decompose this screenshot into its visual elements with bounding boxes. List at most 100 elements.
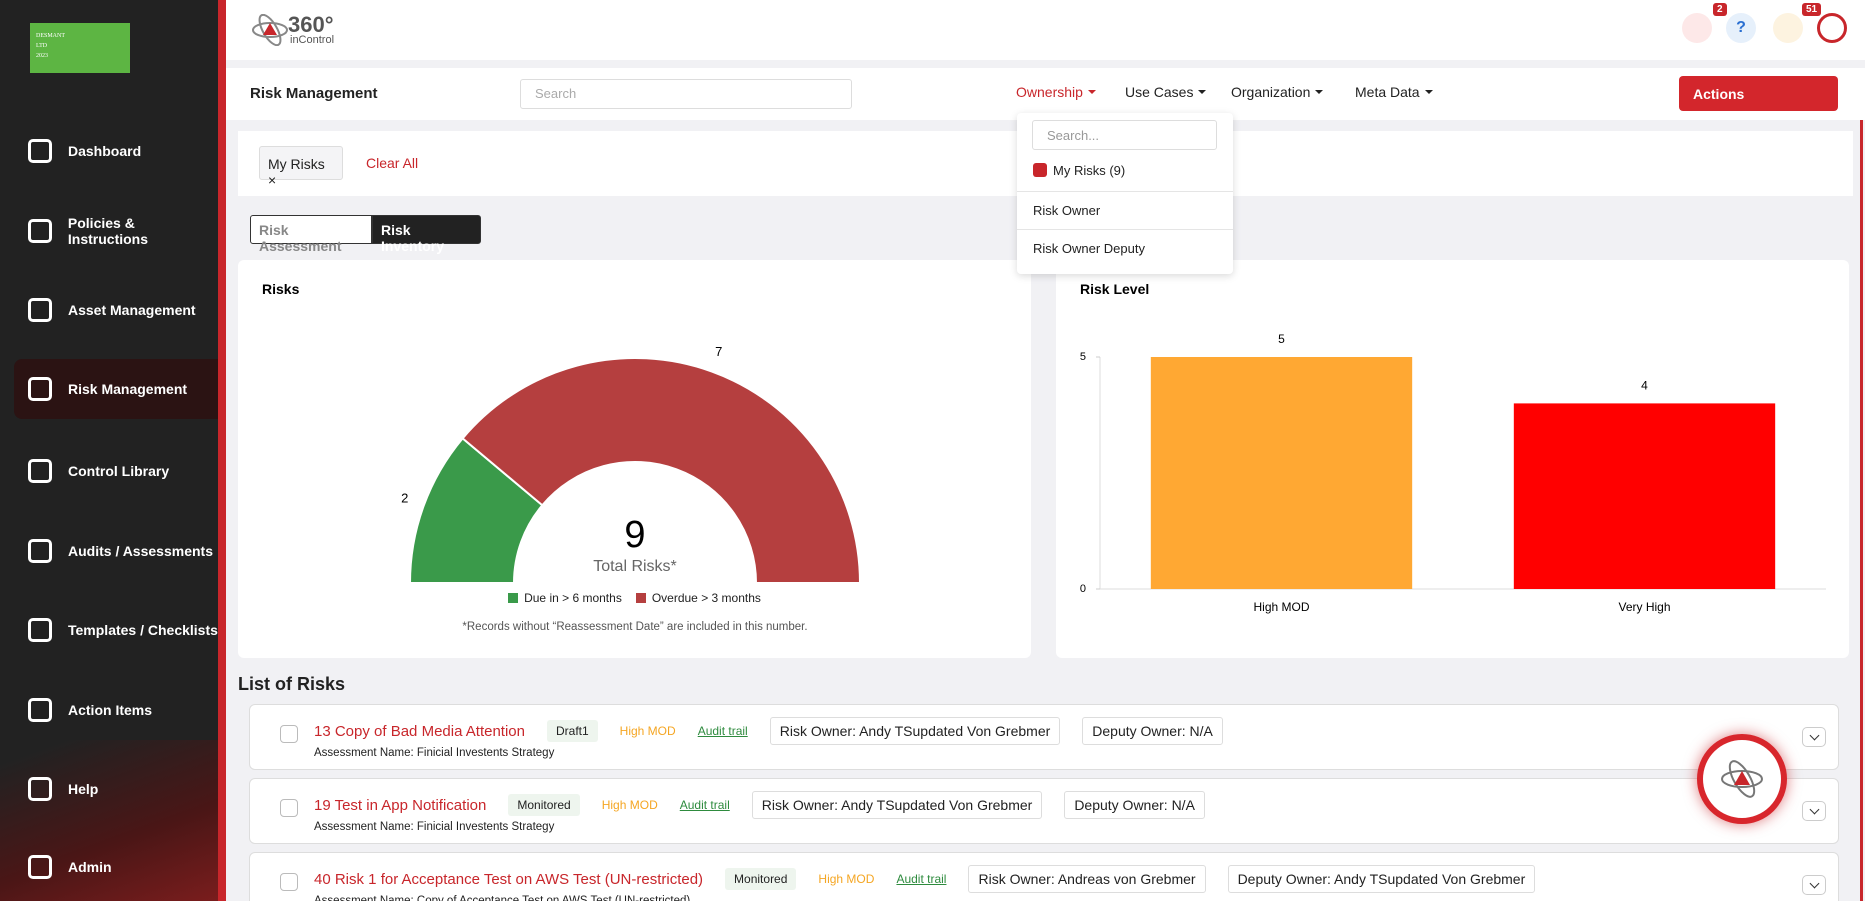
- send-button[interactable]: [1682, 13, 1712, 43]
- page-title: Risk Management: [250, 85, 378, 102]
- sidebar-edge: [218, 0, 226, 901]
- dropdown-search[interactable]: Search...: [1032, 120, 1217, 150]
- risk-owner: Risk Owner: Andy TSupdated Von Grebmer: [769, 717, 1061, 745]
- bar-chart: Risk Level 0 5 5 High MOD 4 Very High: [1080, 281, 1826, 614]
- risk-title[interactable]: 13 Copy of Bad Media Attention: [314, 722, 525, 740]
- sidebar: DESMANT LTD 2023 Dashboard Policies & Ins…: [0, 0, 218, 901]
- nav-item[interactable]: Action Items: [14, 680, 218, 740]
- nav-label: Risk Management: [68, 381, 188, 397]
- nav-item[interactable]: Templates / Checklists: [14, 600, 218, 660]
- actions-button[interactable]: Actions: [1679, 76, 1838, 111]
- audit-link[interactable]: Audit trail: [697, 724, 748, 738]
- y-tick-label: 0: [1080, 583, 1086, 595]
- help-button[interactable]: ?: [1726, 13, 1756, 43]
- risk-level: High MOD: [818, 872, 875, 886]
- deputy-owner: Deputy Owner: N/A: [1064, 791, 1205, 819]
- risk-level-card: Risk Level 0 5 5 High MOD 4 Very High: [1056, 260, 1849, 658]
- user-avatar[interactable]: [1817, 13, 1847, 43]
- risk-row: 13 Copy of Bad Media Attention Draft1 High…: [249, 704, 1839, 770]
- row-line: 13 Copy of Bad Media Attention Draft1 High…: [314, 717, 1223, 745]
- legend-label: Overdue > 3 months: [651, 591, 761, 605]
- row-checkbox[interactable]: [280, 873, 298, 891]
- row-checkbox[interactable]: [280, 799, 298, 817]
- tab-risk-inventory[interactable]: Risk Inventory: [372, 215, 481, 254]
- data-label: 4: [1641, 378, 1648, 392]
- gauge-segment: [461, 357, 862, 584]
- bar: [1150, 357, 1413, 589]
- deputy-owner: Deputy Owner: N/A: [1082, 717, 1223, 745]
- risk-owner: Risk Owner: Andreas von Grebmer: [968, 865, 1206, 893]
- status-badge: Monitored: [508, 794, 580, 816]
- nav-icon: [28, 855, 52, 879]
- center-value: 9: [624, 514, 645, 556]
- notifications-button[interactable]: [1773, 13, 1803, 43]
- risk-title[interactable]: 19 Test in App Notification: [314, 796, 487, 814]
- audit-link[interactable]: Audit trail: [679, 798, 730, 812]
- list-title: List of Risks: [238, 674, 346, 694]
- nav-item[interactable]: Dashboard: [14, 121, 218, 181]
- nav-label: Help: [68, 781, 99, 797]
- menu-meta-data[interactable]: Meta Data: [1355, 84, 1433, 100]
- clear-all[interactable]: Clear All: [366, 155, 419, 171]
- search-input[interactable]: Search: [520, 79, 852, 109]
- menu-use-cases[interactable]: Use Cases: [1125, 84, 1206, 100]
- checkbox-checked[interactable]: [1033, 163, 1047, 177]
- logo-text: LTD: [36, 43, 48, 49]
- nav-label: Policies & Instructions: [67, 215, 149, 247]
- nav-item[interactable]: Admin: [14, 837, 218, 897]
- risk-owner: Risk Owner: Andy TSupdated Von Grebmer: [751, 791, 1043, 819]
- chip-label: My Risks: [268, 156, 325, 172]
- y-tick-label: 5: [1080, 351, 1086, 363]
- expand-button[interactable]: [1802, 875, 1826, 895]
- nav-label: Asset Management: [68, 302, 196, 318]
- nav-icon: [28, 459, 52, 483]
- row-line: 19 Test in App Notification Monitored High…: [314, 791, 1205, 819]
- nav-item[interactable]: Policies & Instructions: [14, 201, 218, 261]
- brand-icon: [252, 14, 288, 46]
- nav-item[interactable]: Help: [14, 759, 218, 819]
- nav-item[interactable]: Audits / Assessments: [14, 521, 218, 581]
- nav-icon: [28, 219, 52, 243]
- nav-item[interactable]: Asset Management: [14, 280, 218, 340]
- nav-label: Audits / Assessments: [68, 543, 213, 559]
- x-tick-label: High MOD: [1253, 600, 1309, 614]
- nav-icon: [28, 618, 52, 642]
- chart-title: Risks: [262, 281, 300, 297]
- assessment-name: Assessment Name: Copy of Acceptance Test…: [314, 895, 691, 901]
- data-label: 7: [715, 344, 722, 359]
- assistant-button[interactable]: [1697, 734, 1787, 824]
- assessment-name: Assessment Name: Finicial Investents Str…: [314, 747, 555, 759]
- dropdown-item[interactable]: My Risks (9): [1053, 163, 1126, 178]
- nav-item[interactable]: Control Library: [14, 441, 218, 501]
- expand-button[interactable]: [1802, 801, 1826, 821]
- bar: [1513, 403, 1776, 589]
- dropdown-item[interactable]: Risk Owner Deputy: [1033, 241, 1145, 256]
- ownership-dropdown: Search... My Risks (9) Risk Owner Risk O…: [1017, 113, 1233, 274]
- audit-link[interactable]: Audit trail: [896, 872, 947, 886]
- x-tick-label: Very High: [1618, 600, 1670, 614]
- legend-item: Due in > 6 months: [508, 591, 622, 605]
- expand-button[interactable]: [1802, 727, 1826, 747]
- menu-organization[interactable]: Organization: [1231, 84, 1323, 100]
- scrollbar: [1860, 120, 1863, 901]
- status-badge: Draft1: [546, 720, 598, 742]
- row-checkbox[interactable]: [280, 725, 298, 743]
- brand-name: 360°: [288, 12, 334, 37]
- tab-risk-assessment[interactable]: Risk Assessment: [250, 215, 372, 254]
- sidebar-illustration: [0, 740, 218, 901]
- notifications-badge: 51: [1802, 3, 1822, 16]
- data-label: 5: [1278, 332, 1285, 346]
- dropdown-search-placeholder: Search...: [1047, 128, 1100, 143]
- nav-icon: [28, 777, 52, 801]
- legend-swatch: [508, 593, 519, 603]
- nav-label: Admin: [68, 859, 112, 875]
- nav-item[interactable]: Risk Management: [14, 359, 218, 419]
- logo-text: 2023: [36, 53, 48, 59]
- filter-chip[interactable]: My Risks ×: [259, 146, 343, 188]
- dropdown-item[interactable]: Risk Owner: [1033, 203, 1101, 218]
- chart-note: *Records without “Reassessment Date” are…: [462, 621, 807, 633]
- menu-ownership[interactable]: Ownership: [1016, 84, 1096, 100]
- risk-title[interactable]: 40 Risk 1 for Acceptance Test on AWS Tes…: [314, 870, 704, 888]
